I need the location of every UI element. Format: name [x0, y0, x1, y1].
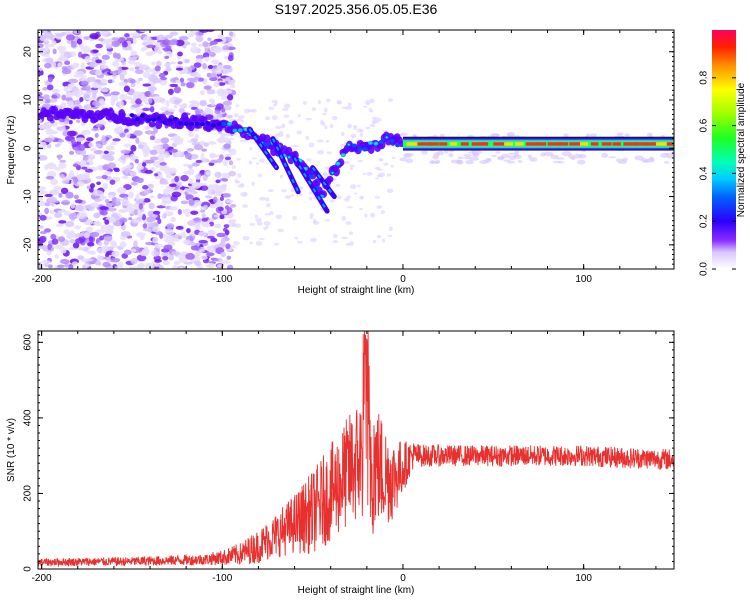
snr-y-ticks: 0 200 400 600 [23, 334, 674, 572]
snr-x-tick-label: 100 [575, 573, 592, 584]
colorbar-ticks: 0.0 0.2 0.4 0.6 0.8 [699, 70, 736, 276]
spectrogram-x-label: Height of straight line (km) [298, 285, 415, 296]
snr-x-label: Height of straight line (km) [298, 585, 415, 596]
spectrogram-x-ticks: -200 -100 0 100 [32, 30, 657, 285]
snr-y-label: SNR (10 * v/v) [6, 418, 17, 482]
spectrogram-y-ticks: -20 -10 0 10 20 [23, 31, 674, 270]
spectrogram-x-tick-label: 0 [400, 274, 406, 285]
spectrogram-y-tick-label: -10 [23, 189, 34, 204]
snr-y-tick-label: 200 [23, 485, 34, 502]
spectrogram-y-tick-label: 10 [23, 94, 34, 106]
spectrogram-y-tick-label: 20 [23, 46, 34, 58]
colorbar-gradient [712, 30, 736, 269]
spectrogram-y-tick-label: 0 [23, 145, 34, 151]
figure-title: S197.2025.356.05.05.E36 [275, 1, 438, 17]
snr-x-tick-label: -100 [212, 573, 232, 584]
snr-y-tick-label: 600 [23, 334, 34, 351]
snr-x-tick-label: 0 [400, 573, 406, 584]
spectrogram-image [38, 30, 674, 269]
spectrogram-y-label: Frequency (Hz) [6, 116, 17, 185]
colorbar-tick-label: 0.2 [699, 214, 710, 228]
colorbar-label: Normalized spectral amplitude [736, 82, 747, 217]
snr-line [38, 331, 674, 568]
snr-series [38, 331, 674, 568]
snr-y-tick-label: 0 [23, 566, 34, 572]
spectrogram-frame [37, 29, 675, 270]
spectrogram-x-tick-label: -100 [212, 274, 232, 285]
snr-x-ticks: -200 -100 0 100 [32, 331, 657, 584]
spectrogram-y-tick-label: -20 [23, 237, 34, 252]
colorbar-tick-label: 0.0 [699, 262, 710, 276]
snr-x-tick-label: -200 [32, 573, 52, 584]
spectrogram-x-tick-label: -200 [32, 274, 52, 285]
colorbar-tick-label: 0.4 [699, 166, 710, 180]
snr-frame [37, 330, 675, 570]
snr-panel: -200 -100 0 100 0 200 400 600 Height of straig… [6, 330, 675, 596]
colorbar-tick-label: 0.8 [699, 70, 710, 84]
snr-y-tick-label: 400 [23, 409, 34, 426]
spectrogram-x-tick-label: 100 [575, 274, 592, 285]
colorbar-tick-label: 0.6 [699, 118, 710, 132]
colorbar: 0.0 0.2 0.4 0.6 0.8 Normalized spectral ampl… [699, 30, 747, 276]
